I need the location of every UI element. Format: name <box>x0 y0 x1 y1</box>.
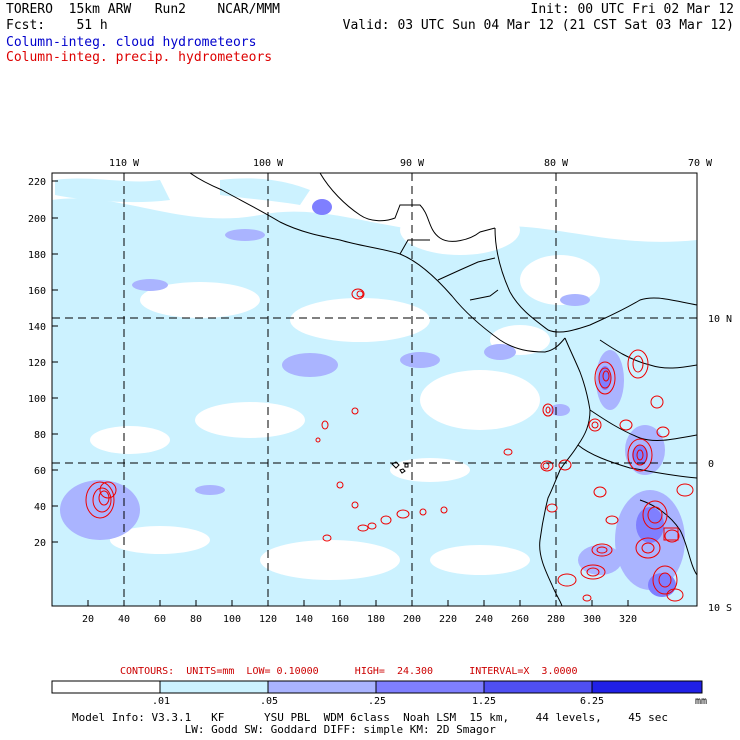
colorbar-swatch <box>483 680 593 694</box>
precip-contours <box>85 288 694 602</box>
y-tick: 40 <box>34 502 46 513</box>
x-tick: 60 <box>154 614 166 625</box>
init-time: Init: 00 UTC Fri 02 Mar 12 <box>530 2 735 17</box>
colorbar-swatch <box>267 680 377 694</box>
coastlines <box>189 173 697 606</box>
contour-legend: CONTOURS: UNITS=mm LOW= 0.10000 HIGH= 24… <box>120 666 578 677</box>
colorbar-label: 1.25 <box>472 696 497 707</box>
y-tick: 220 <box>28 177 46 188</box>
field-cloud-label: Column-integ. cloud hydrometeors <box>6 35 257 50</box>
colorbar-swatch <box>51 680 161 694</box>
y-tick: 120 <box>28 358 46 369</box>
x-tick: 280 <box>547 614 565 625</box>
x-tick: 200 <box>403 614 421 625</box>
x-tick: 20 <box>82 614 94 625</box>
y-tick: 180 <box>28 250 46 261</box>
lat-label-0: 0 <box>708 459 714 470</box>
y-tick: 140 <box>28 322 46 333</box>
model-title: TORERO 15km ARW Run2 NCAR/MMM <box>6 2 280 17</box>
colorbar-swatch <box>375 680 485 694</box>
colorbar-label: .25 <box>368 696 387 707</box>
x-tick: 80 <box>190 614 202 625</box>
lat-label-10s: 10 S <box>708 603 732 614</box>
colorbar-swatch <box>591 680 703 694</box>
model-info-line1: Model Info: V3.3.1 KF YSU PBL WDM 6class… <box>72 711 669 724</box>
lat-label-10n: 10 N <box>708 314 732 325</box>
clear-areas <box>90 205 600 580</box>
field-precip-label: Column-integ. precip. hydrometeors <box>6 50 273 65</box>
x-tick: 220 <box>439 614 457 625</box>
x-tick: 240 <box>475 614 493 625</box>
y-tick: 60 <box>34 466 46 477</box>
colorbar <box>51 680 703 694</box>
y-tick: 200 <box>28 214 46 225</box>
x-tick: 160 <box>331 614 349 625</box>
lon-label-80w: 80 W <box>544 158 569 169</box>
map-frame <box>51 172 698 607</box>
graticule <box>52 173 697 606</box>
forecast-hour: Fcst: 51 h <box>6 18 108 33</box>
valid-time: Valid: 03 UTC Sun 04 Mar 12 (21 CST Sat … <box>342 18 734 33</box>
x-tick: 180 <box>367 614 385 625</box>
colorbar-swatch <box>159 680 269 694</box>
lon-label-90w: 90 W <box>400 158 425 169</box>
x-tick: 300 <box>583 614 601 625</box>
x-tick: 40 <box>118 614 130 625</box>
x-tick: 100 <box>223 614 241 625</box>
x-tick: 320 <box>619 614 637 625</box>
colorbar-label: .01 <box>152 696 171 707</box>
lon-label-70w: 70 W <box>688 158 713 169</box>
y-tick: 160 <box>28 286 46 297</box>
x-tick: 140 <box>295 614 313 625</box>
x-tick: 120 <box>259 614 277 625</box>
tick-marks <box>52 180 629 606</box>
y-tick: 20 <box>34 538 46 549</box>
model-info-line2: LW: Godd SW: Goddard DIFF: simple KM: 2D… <box>72 723 496 736</box>
colorbar-label: .05 <box>260 696 279 707</box>
colorbar-units: mm <box>695 696 708 707</box>
y-tick: 100 <box>28 394 46 405</box>
lon-label-110w: 110 W <box>109 158 140 169</box>
x-tick: 260 <box>511 614 529 625</box>
lon-label-100w: 100 W <box>253 158 284 169</box>
colorbar-label: 6.25 <box>580 696 605 707</box>
y-tick: 80 <box>34 430 46 441</box>
